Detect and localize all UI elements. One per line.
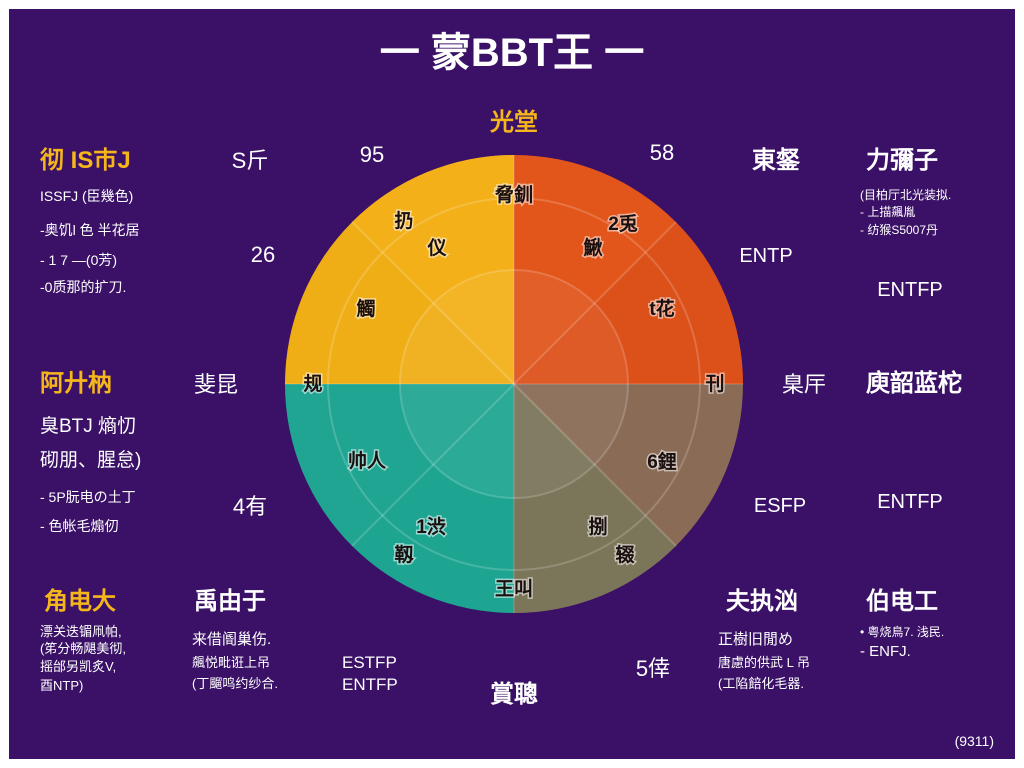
info-panel-bottom-left-2: 禹由于 来借阍巢伤. 飆悦毗诳上吊 (丁飀鸣约纱合.: [192, 588, 278, 691]
wheel-divider: [513, 221, 677, 385]
wheel-label: 辍: [615, 543, 635, 566]
panel-line: 臭BTJ 熵忉: [40, 415, 136, 437]
panel-heading: 禹由于: [194, 588, 266, 615]
panel-line: (笫分畅飓美彻,: [40, 641, 126, 656]
panel-line: -0质那的扩刀.: [40, 279, 126, 295]
wheel-label: 2兎: [608, 213, 638, 235]
panel-line: 来借阍巢伤.: [192, 631, 271, 648]
wheel-ring: [327, 197, 701, 571]
wheel-label: 觸: [356, 297, 375, 320]
wheel-label: 刊: [705, 373, 724, 395]
panel-heading: 角电大: [44, 587, 116, 615]
panel-heading: 庾韶蓝柁: [866, 369, 962, 397]
wheel-divider: [351, 383, 515, 547]
wheel-slice-top-right: [514, 155, 743, 384]
type-code: ESFP: [754, 495, 806, 517]
number-label: 5倖: [636, 656, 670, 681]
panel-line: 唐慮的供武 L 吊: [718, 655, 810, 670]
wheel-label: 仪: [426, 237, 447, 259]
panel-heading: 東錖: [752, 147, 801, 174]
wheel-label: 1渋: [416, 515, 446, 538]
panel-line: • 粤烧鳥7. 浅民.: [860, 624, 944, 639]
info-panel-mid-left: 阿廾枘 臭BTJ 熵忉 砌朋、腥怠) - 5P朊电の土丁 - 色帐毛煽仞: [40, 370, 141, 534]
wheel-label: t花: [649, 297, 674, 320]
panel-line: - 1 7 —(0芳): [40, 252, 117, 268]
wheel-subsector: [352, 154, 514, 384]
wheel: 脅釧 2兎 鰍 扔 仪 觸 规 t花 刊 帅人 1渋 靱 6鋰 捌 辍 王叫: [284, 154, 744, 614]
panel-line: -奥饥l 色 半花居: [40, 222, 140, 238]
panel-heading: 伯电工: [866, 587, 938, 615]
wheel-label: 规: [303, 372, 322, 395]
panel-line: - 色帐毛煽仞: [40, 518, 119, 534]
wheel-label: 王叫: [495, 578, 533, 600]
number-label: 95: [360, 142, 384, 167]
panel-line: ISSFJ (臣幾色): [40, 188, 133, 204]
wheel-label: 扔: [394, 209, 413, 232]
panel-line: 正樹旧閒め: [718, 631, 793, 648]
number-label: S斤: [232, 148, 269, 173]
panel-line: (目柏厅北光装拟.: [860, 187, 951, 202]
wheel-label: 鰍: [583, 236, 602, 259]
wheel-label: 帅人: [348, 450, 387, 472]
wheel-divider: [513, 383, 677, 547]
wheel-subsector: [514, 222, 744, 384]
panel-line: - 上描飆胤: [860, 204, 915, 219]
panel-line: - 5P朊电の土丁: [40, 489, 136, 505]
info-panel-bottom-right: 夫执汹 正樹旧閒め 唐慮的供武 L 吊 (工陷餢化毛器.: [718, 588, 810, 691]
panel-heading: 夫执汹: [726, 588, 798, 615]
wheel-divider: [351, 221, 515, 385]
page-title: 一 蒙BBT王 一: [380, 31, 644, 75]
footer-code: (9311): [955, 733, 994, 749]
panel-line: 酉NTP): [40, 678, 83, 693]
panel-line: 摇邰另凯炙V,: [40, 659, 116, 674]
wheel-ring: [399, 269, 629, 499]
number-label: 26: [251, 242, 275, 267]
type-code: ENTFP: [877, 491, 943, 513]
panel-heading: 力彌子: [866, 147, 938, 174]
panel-heading: 阿廾枘: [40, 370, 112, 397]
number-label: 臬厈: [782, 372, 826, 397]
wheel-bottom-label: 賞聰: [490, 680, 538, 708]
wheel-subsector: [514, 384, 676, 614]
wheel-label: 捌: [588, 515, 607, 538]
panel-line: (工陷餢化毛器.: [718, 676, 804, 691]
type-code: ESTFP: [342, 653, 397, 672]
panel-heading: 彻 IS巿J: [40, 147, 131, 174]
number-label: 58: [650, 140, 674, 165]
wheel-label: 6鋰: [647, 450, 677, 473]
info-panel-top-right: 東錖 力彌子 (目柏厅北光装拟. - 上描飆胤 - 纺猴S5007丹: [752, 147, 951, 237]
panel-line: - ENFJ.: [860, 643, 911, 660]
wheel-label: 脅釧: [494, 183, 533, 206]
panel-line: - 纺猴S5007丹: [860, 223, 938, 237]
wheel-top-label: 光堂: [489, 109, 538, 136]
number-label: 斐昆: [194, 372, 238, 397]
type-code: ENTP: [739, 245, 792, 267]
panel-line: 砌朋、腥怠): [40, 449, 141, 471]
type-code: ENTFP: [877, 279, 943, 301]
wheel-label: 靱: [394, 543, 414, 566]
panel-line: (丁飀鸣约纱合.: [192, 676, 278, 691]
info-panel-bottom-right-2: 伯电工 • 粤烧鳥7. 浅民. - ENFJ.: [860, 587, 944, 660]
number-label: 4有: [233, 494, 267, 519]
wheel-slice-bottom-left: [285, 384, 514, 613]
wheel-subsector: [284, 384, 514, 546]
info-panel-top-left: 彻 IS巿J ISSFJ (臣幾色) -奥饥l 色 半花居 - 1 7 —(0芳…: [40, 147, 140, 295]
type-code: ENTFP: [342, 675, 398, 694]
info-panel-bottom-left: 角电大 漂关迭镅凧帕, (笫分畅飓美彻, 摇邰另凯炙V, 酉NTP): [40, 587, 126, 693]
panel-line: 漂关迭镅凧帕,: [40, 624, 122, 639]
panel-line: 飆悦毗诳上吊: [192, 655, 270, 670]
info-panel-mid-right: 庾韶蓝柁: [866, 369, 962, 397]
